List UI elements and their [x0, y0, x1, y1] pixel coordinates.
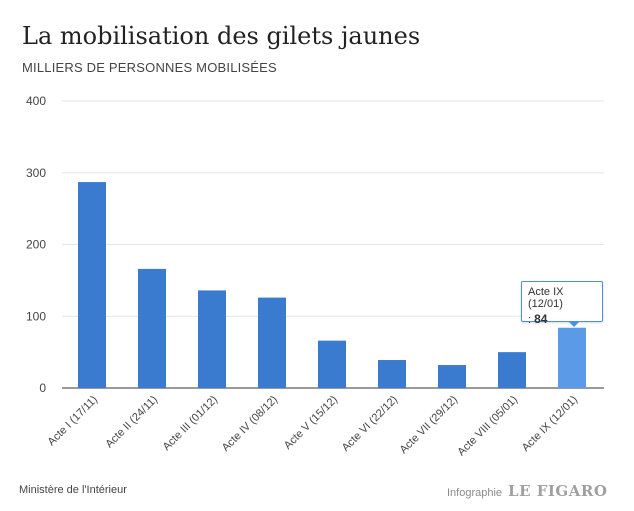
tooltip-separator: : — [528, 314, 532, 326]
x-tick-label: Acte IX (12/01) — [520, 394, 580, 454]
x-tick-label: Acte II (24/11) — [103, 394, 160, 451]
bar — [258, 297, 286, 388]
bar — [318, 340, 346, 388]
bar — [138, 268, 166, 388]
bar-chart: 0 100 200 300 400 Acte I (17/11) Acte II (24/1… — [26, 94, 604, 459]
bar — [378, 360, 406, 388]
bar — [438, 365, 466, 388]
y-tick-label: 400 — [26, 94, 46, 108]
x-tick-label: Acte VII (29/12) — [398, 394, 461, 457]
credit: Infographie LE FIGARO — [447, 482, 607, 500]
tooltip-label: Acte IX (12/01) — [528, 286, 564, 310]
x-tick-label: Acte VIII (05/01) — [455, 394, 520, 459]
bar — [78, 182, 106, 388]
bar — [198, 290, 226, 388]
tooltip-pointer — [568, 321, 580, 327]
tooltip-value: 84 — [534, 312, 548, 326]
chart-subtitle: MILLIERS DE PERSONNES MOBILISÉES — [22, 60, 277, 75]
x-tick-label: Acte I (17/11) — [46, 394, 101, 449]
x-tick-label: Acte V (15/12) — [282, 394, 340, 452]
tooltip-value-line: : 84 — [528, 312, 596, 326]
y-tick-label: 200 — [26, 238, 46, 252]
x-tick-label: Acte III (01/12) — [161, 394, 221, 454]
chart-title: La mobilisation des gilets jaunes — [22, 22, 421, 50]
y-tick-label: 100 — [26, 309, 46, 323]
credit-prefix: Infographie — [447, 487, 503, 499]
source-note: Ministère de l'Intérieur — [19, 484, 127, 496]
x-tick-label: Acte IV (08/12) — [220, 394, 280, 454]
y-tick-label: 300 — [26, 166, 46, 180]
bar — [558, 327, 586, 388]
bar — [498, 352, 526, 388]
le-figaro-logo: LE FIGARO — [508, 482, 608, 500]
x-tick-label: Acte VI (22/12) — [340, 394, 400, 454]
y-tick-label: 0 — [39, 381, 46, 395]
value-tooltip: Acte IX (12/01) : 84 — [521, 281, 603, 326]
